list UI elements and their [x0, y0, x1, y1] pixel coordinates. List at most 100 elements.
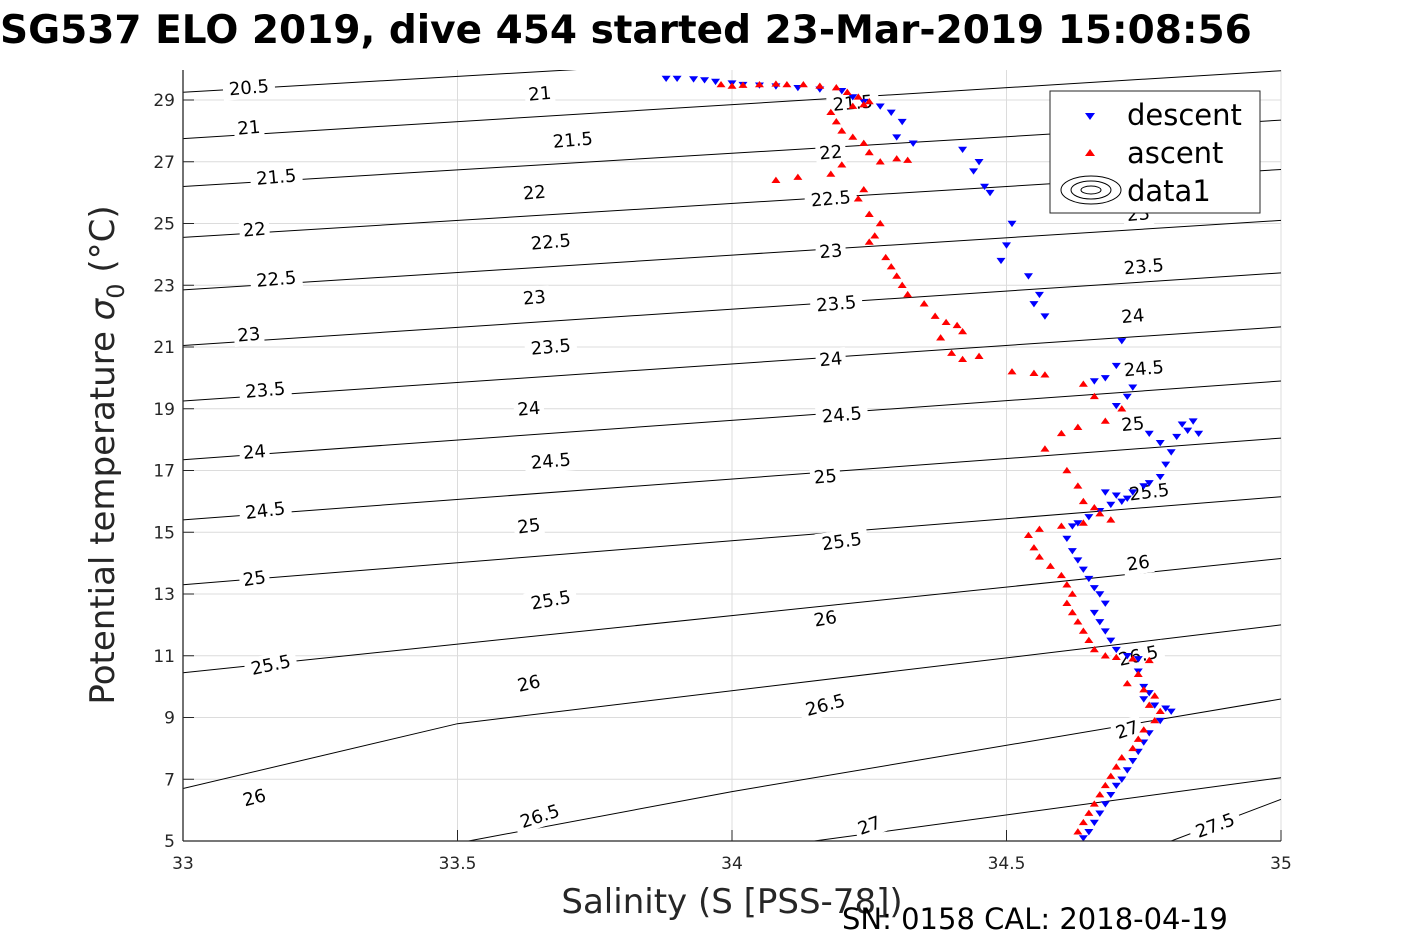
contour-label: 24 — [512, 396, 545, 422]
ascent-point — [897, 281, 907, 288]
ascent-point — [1078, 380, 1088, 387]
contour-label: 25 — [1116, 411, 1149, 437]
descent-point — [848, 94, 858, 101]
contour-label-text: 21 — [528, 83, 553, 106]
x-tick-label: 34 — [721, 854, 743, 874]
legend: descent ascent data1 — [1049, 90, 1261, 214]
contour-label-text: 24.5 — [1123, 357, 1165, 381]
chart-title: SG537 ELO 2019, dive 454 started 23-Mar-… — [0, 8, 1252, 53]
y-tick-label: 11 — [153, 647, 175, 667]
contour-label: 22 — [518, 180, 551, 205]
contour-line-21 — [183, 70, 1281, 140]
contour-label-bg — [523, 81, 556, 107]
ascent-point — [798, 80, 808, 88]
ascent-point — [771, 176, 781, 183]
ascent-point — [903, 290, 913, 298]
ascent-point — [848, 102, 858, 109]
contour-label: 27.5 — [1186, 806, 1244, 845]
contour-label-bg — [523, 228, 578, 256]
descent-point — [897, 118, 907, 126]
contour-label-bg — [238, 565, 271, 592]
descent-point — [1084, 829, 1094, 836]
ascent-point — [1029, 369, 1039, 376]
ascent-point — [864, 97, 874, 105]
contour-icon — [1060, 175, 1122, 205]
descent-point — [985, 189, 995, 197]
ascent-point — [1100, 652, 1110, 659]
contour-label-text: 25 — [813, 466, 838, 489]
descent-point — [1078, 566, 1088, 573]
ascent-point — [727, 82, 737, 89]
contour-label-bg — [1116, 411, 1149, 437]
contour-label-bg — [512, 396, 545, 422]
contour-label: 23.5 — [523, 333, 578, 361]
contour-label-text: 23.5 — [815, 292, 857, 316]
ascent-point — [1078, 519, 1088, 526]
y-tick-label: 25 — [153, 215, 175, 235]
descent-point — [1062, 535, 1072, 543]
y-axis-label-main: Potential temperature — [83, 320, 123, 704]
descent-point — [1166, 708, 1176, 715]
contour-label-text: 25.5 — [821, 529, 864, 555]
y-tick-label: 19 — [153, 400, 175, 420]
ascent-point — [1078, 818, 1088, 826]
contour-label-text: 23 — [819, 240, 844, 263]
descent-point — [1122, 767, 1132, 774]
contour-label-bg — [808, 605, 842, 633]
descent-point — [1002, 242, 1011, 249]
descent-point — [1177, 421, 1187, 428]
contour-label-text: 25 — [516, 515, 541, 539]
contour-label-bg — [238, 439, 271, 465]
ascent-point — [930, 312, 940, 319]
contour-label-text: 23 — [237, 324, 262, 347]
contour-label: 24.5 — [814, 401, 869, 429]
ascent-point — [1128, 744, 1138, 752]
contour-label-text: 25 — [1121, 413, 1146, 436]
y-ticks: 5 7 9 11 13 15 17 19 21 23 25 27 29 — [153, 91, 194, 852]
ascent-point — [1111, 653, 1121, 660]
ascent-point — [1117, 754, 1127, 761]
ascent-point — [1089, 392, 1099, 400]
ascent-point — [831, 118, 841, 125]
legend-label-descent: descent — [1127, 98, 1242, 132]
ascent-point — [754, 80, 764, 88]
contour-label: 24.5 — [1116, 355, 1171, 382]
contour-label-bg — [518, 285, 551, 310]
descent-point — [1023, 273, 1033, 280]
ascent-point — [1062, 581, 1072, 588]
contour-label: 26 — [511, 669, 546, 698]
contour-label-bg — [797, 687, 854, 723]
ascent-point — [870, 232, 880, 239]
ascent-point — [771, 80, 781, 87]
descent-point — [1111, 362, 1121, 370]
ascent-point — [958, 355, 968, 363]
y-tick-label: 27 — [153, 153, 175, 173]
ascent-point — [1100, 417, 1110, 424]
ascent-point — [1133, 735, 1143, 742]
ascent-point — [826, 108, 836, 116]
y-tick-label: 21 — [153, 338, 175, 358]
contour-label: 25 — [238, 565, 271, 592]
ascent-point — [1073, 618, 1083, 625]
ascent-point — [892, 155, 902, 162]
contour-label: 23.5 — [1116, 253, 1171, 280]
ascent-point — [974, 352, 984, 359]
x-tick-label: 33 — [172, 854, 194, 874]
contour-label-bg — [809, 290, 864, 318]
ascent-point — [1040, 445, 1050, 452]
contour-label-text: 24 — [517, 398, 542, 421]
descent-point — [1161, 705, 1171, 712]
triangle-up-icon — [1085, 149, 1095, 156]
contour-label-text: 20.5 — [228, 76, 270, 100]
contour-label-bg — [1186, 806, 1244, 845]
contour-line-22-5 — [183, 219, 1281, 291]
ascent-point — [815, 82, 825, 89]
ascent-point — [1067, 590, 1077, 597]
contour-label: 21.5 — [249, 163, 304, 191]
descent-point — [1095, 591, 1105, 598]
descent-point — [1106, 791, 1116, 799]
ascent-point — [1111, 763, 1121, 770]
ascent-point — [853, 93, 863, 100]
contour-label-bg — [809, 464, 842, 489]
ascent-point — [1007, 368, 1017, 375]
